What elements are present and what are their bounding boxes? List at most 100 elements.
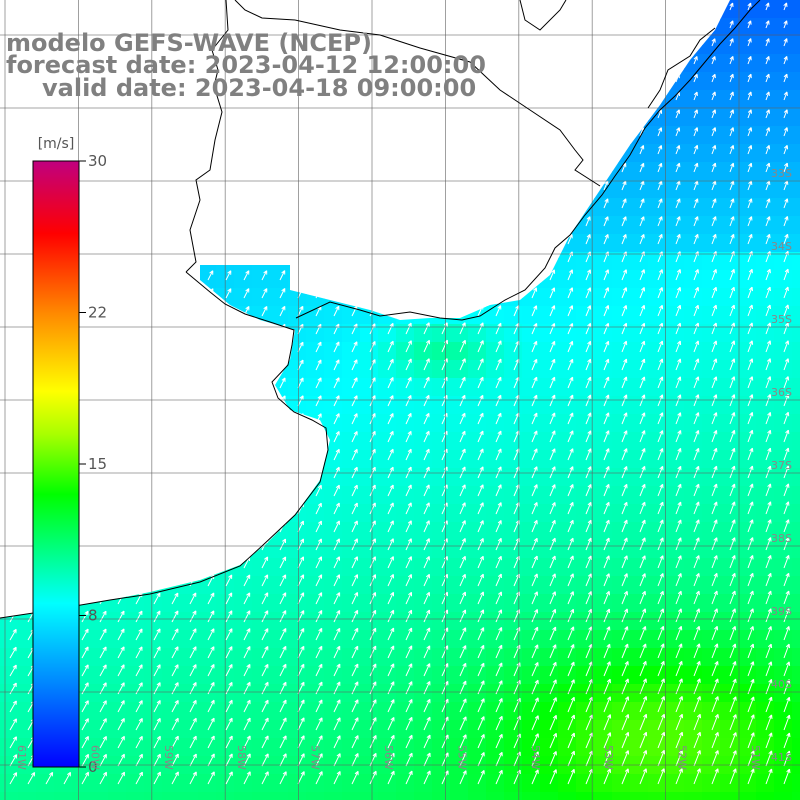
wind-arrow [153, 198, 160, 209]
wind-arrow [729, 768, 737, 785]
wind-arrow [153, 503, 161, 515]
wind-arrow [783, 109, 788, 119]
wind-arrow [279, 484, 286, 497]
wind-arrow [189, 538, 197, 551]
wind-arrow [639, 216, 645, 227]
wind-arrow [189, 431, 196, 443]
wind-arrow [549, 38, 554, 47]
wind-arrow [117, 610, 125, 623]
wind-arrow [747, 411, 754, 425]
wind-arrow [261, 592, 269, 605]
wind-arrow [603, 91, 608, 101]
wind-arrow [423, 609, 431, 623]
wind-arrow [657, 590, 664, 605]
wind-arrow [639, 145, 645, 155]
wind-arrow [369, 627, 377, 641]
wind-arrow [639, 448, 646, 461]
wind-arrow [765, 768, 773, 785]
wind-arrow [189, 592, 197, 605]
wind-arrow [585, 608, 593, 623]
wind-arrow [171, 20, 177, 29]
wind-arrow [243, 20, 248, 29]
wind-arrow [549, 769, 557, 785]
wind-arrow [711, 447, 718, 461]
wind-arrow [531, 573, 538, 587]
wind-arrow [261, 628, 269, 641]
wind-arrow [783, 537, 790, 551]
wind-arrow [315, 323, 322, 335]
wind-arrow [621, 678, 629, 695]
wind-arrow [585, 73, 590, 83]
wind-arrow [729, 555, 736, 569]
wind-arrow [621, 519, 628, 533]
wind-arrow [207, 485, 214, 497]
wind-arrow [315, 592, 323, 605]
wind-arrow [729, 55, 734, 65]
lon-label: 56W [382, 745, 395, 770]
wind-arrow [657, 660, 665, 677]
wind-arrow [639, 412, 646, 425]
wind-arrow [153, 359, 160, 371]
wind-arrow [711, 20, 716, 29]
wind-arrow [459, 538, 466, 551]
wind-arrow [225, 306, 232, 317]
wind-arrow [747, 429, 754, 443]
wind-arrow [171, 592, 179, 605]
wind-arrow [333, 610, 341, 623]
wind-arrow [423, 591, 430, 605]
wind-arrow [279, 234, 286, 245]
wind-arrow [207, 270, 214, 281]
wind-arrow [765, 376, 772, 389]
wind-arrow [351, 180, 357, 191]
wind-arrow [639, 304, 646, 317]
wind-arrow [207, 717, 215, 731]
wind-arrow [279, 216, 285, 227]
wind-arrow [81, 771, 89, 785]
wind-arrow [225, 449, 232, 461]
wind-arrow [513, 109, 519, 119]
wind-arrow [711, 661, 719, 677]
wind-arrow [153, 449, 160, 461]
wind-arrow [567, 555, 574, 569]
wind-arrow [81, 324, 88, 335]
wind-arrow [27, 127, 33, 137]
wind-arrow [99, 216, 106, 227]
wind-arrow [585, 412, 592, 425]
wind-arrow [621, 358, 628, 371]
wind-arrow [459, 198, 465, 209]
wind-arrow [549, 91, 555, 101]
wind-arrow [567, 162, 573, 173]
wind-arrow [441, 2, 446, 11]
wind-arrow [639, 713, 648, 731]
wind-arrow [351, 395, 358, 407]
wind-arrow [135, 717, 143, 731]
wind-arrow [315, 753, 323, 767]
wind-arrow [261, 163, 267, 173]
wind-arrow [783, 233, 789, 245]
wind-arrow [549, 73, 554, 83]
wind-arrow [495, 591, 502, 605]
wind-arrow [459, 573, 466, 587]
wind-arrow [117, 395, 124, 407]
wind-arrow [513, 91, 519, 101]
wind-arrow [171, 198, 178, 209]
wind-arrow [117, 449, 124, 461]
wind-arrow [639, 626, 647, 641]
wind-arrow [315, 216, 321, 227]
wind-arrow [729, 73, 734, 83]
wind-arrow [567, 714, 575, 731]
wind-arrow [549, 20, 554, 29]
wind-arrow [783, 91, 788, 101]
lon-label: 60W [88, 745, 101, 770]
wind-arrow [153, 234, 160, 245]
wind-arrow [639, 537, 646, 551]
wind-arrow [135, 359, 142, 371]
wind-arrow [567, 696, 575, 713]
wind-arrow [783, 519, 790, 533]
wind-arrow [477, 770, 485, 785]
wind-arrow [693, 198, 699, 209]
wind-arrow [387, 430, 394, 443]
wind-arrow [621, 322, 628, 335]
wind-arrow [729, 625, 737, 641]
wind-arrow [459, 358, 466, 371]
